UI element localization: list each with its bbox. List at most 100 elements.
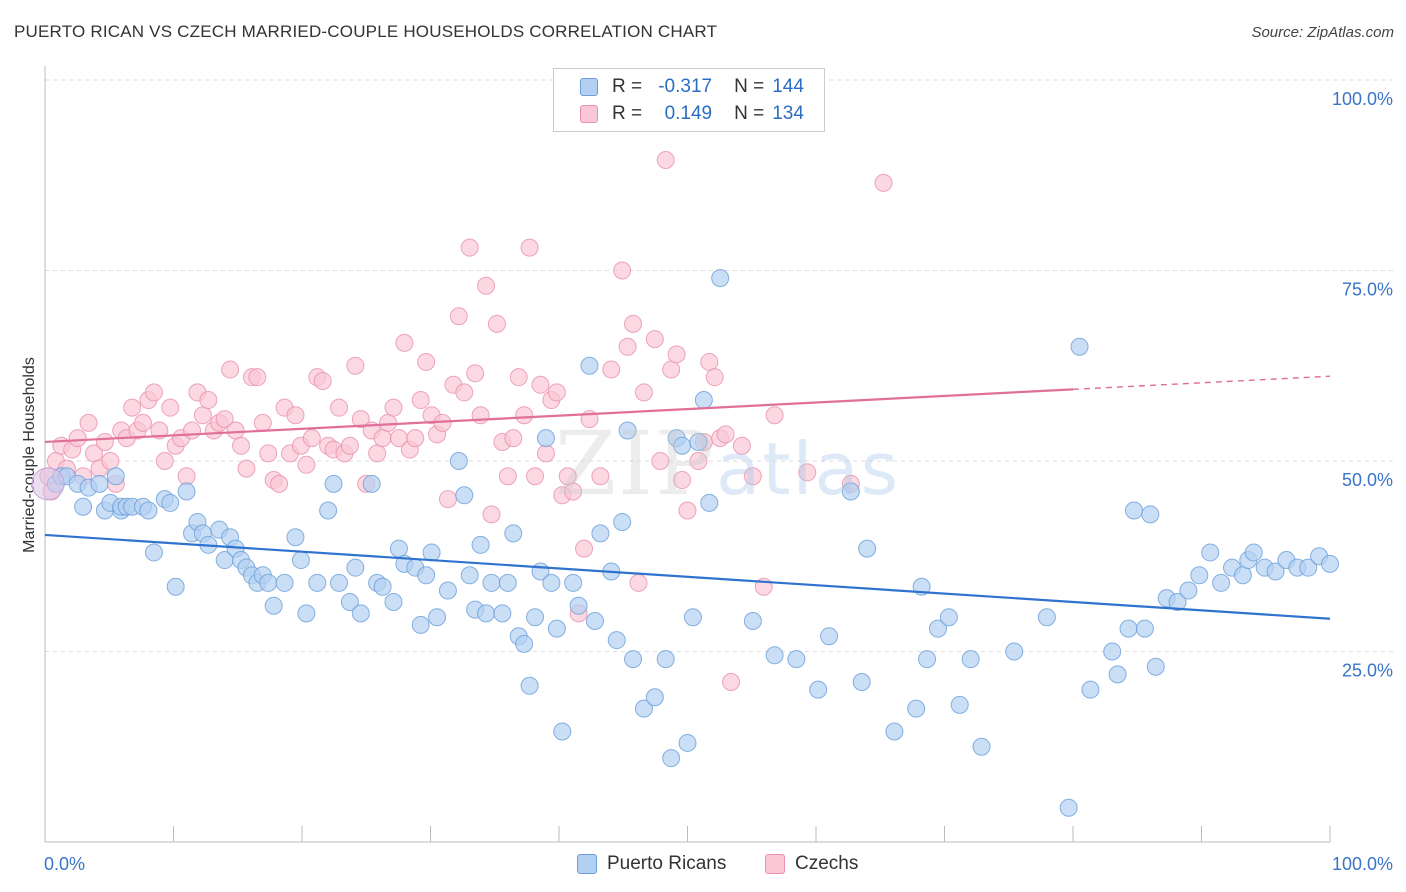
puerto-rican-point — [520, 676, 539, 695]
chart-title: PUERTO RICAN VS CZECH MARRIED-COUPLE HOU… — [14, 22, 718, 41]
puerto-rican-point — [166, 577, 185, 596]
czech-point — [68, 429, 87, 448]
czech-point — [656, 151, 675, 170]
czech-point — [455, 383, 474, 402]
puerto-rican-point — [547, 619, 566, 638]
puerto-rican-point — [1201, 543, 1220, 562]
czech-point — [373, 429, 392, 448]
puerto-rican-point — [1244, 543, 1263, 562]
czech-point — [482, 505, 501, 524]
puerto-rican-point — [1037, 608, 1056, 627]
puerto-rican-point — [1179, 581, 1198, 600]
puerto-ricans-swatch — [580, 78, 598, 96]
puerto-rican-point — [275, 573, 294, 592]
czech-point — [487, 314, 506, 333]
puerto-rican-point — [477, 604, 496, 623]
legend-item-puerto-ricans[interactable]: Puerto Ricans — [577, 852, 726, 876]
puerto-rican-point — [743, 612, 762, 631]
puerto-rican-point — [928, 619, 947, 638]
puerto-rican-point — [498, 573, 517, 592]
puerto-rican-point — [613, 512, 632, 531]
czech-point — [177, 467, 196, 486]
puerto-rican-point — [308, 573, 327, 592]
puerto-rican-point — [678, 733, 697, 752]
czech-point — [591, 467, 610, 486]
puerto-rican-point — [972, 737, 991, 756]
legend-item-czechs[interactable]: Czechs — [765, 852, 858, 876]
czech-point — [134, 413, 153, 432]
puerto-rican-point — [858, 539, 877, 558]
puerto-rican-point — [961, 650, 980, 669]
puerto-rican-point — [683, 608, 702, 627]
czech-point — [678, 501, 697, 520]
puerto-rican-point — [144, 543, 163, 562]
puerto-rican-point — [1059, 798, 1078, 817]
czech-point — [531, 375, 550, 394]
puerto-rican-point — [787, 650, 806, 669]
puerto-rican-point — [324, 474, 343, 493]
czech-point — [417, 352, 436, 371]
czechs-swatch — [580, 105, 598, 123]
puerto-rican-point — [1108, 665, 1127, 684]
czech-point — [662, 360, 681, 379]
puerto-rican-point — [656, 650, 675, 669]
puerto-rican-point — [384, 592, 403, 611]
n-label: N = — [734, 103, 765, 124]
overlap-point — [31, 467, 65, 501]
czech-point — [743, 467, 762, 486]
puerto-rican-point — [177, 482, 196, 501]
czech-point — [221, 360, 240, 379]
puerto-rican-point — [841, 482, 860, 501]
puerto-ricans-trendline — [44, 533, 1331, 620]
czech-point — [351, 410, 370, 429]
czechs-trendline-extension — [1072, 375, 1331, 391]
puerto-rican-point — [340, 592, 359, 611]
puerto-rican-point — [259, 573, 278, 592]
czech-point — [504, 429, 523, 448]
puerto-rican-point — [1124, 501, 1143, 520]
czech-point — [765, 406, 784, 425]
puerto-rican-point — [373, 577, 392, 596]
czech-point — [575, 539, 594, 558]
puerto-rican-point — [607, 631, 626, 650]
puerto-rican-point — [907, 699, 926, 718]
n-value: 144 — [772, 76, 804, 97]
puerto-rican-point — [624, 650, 643, 669]
puerto-rican-point — [504, 524, 523, 543]
watermark: ZIPatlas — [555, 412, 900, 515]
czech-point — [302, 429, 321, 448]
czech-point — [602, 360, 621, 379]
puerto-rican-point — [106, 467, 125, 486]
czech-point — [618, 337, 637, 356]
puerto-rican-point — [460, 566, 479, 585]
czech-point — [150, 421, 169, 440]
r-value: -0.317 — [658, 76, 713, 97]
puerto-rican-point — [411, 615, 430, 634]
chart-source: Source: ZipAtlas.com — [1251, 24, 1394, 41]
czech-point — [449, 307, 468, 326]
stats-row-czechs: R = 0.149 N = 134 — [554, 101, 804, 127]
puerto-rican-point — [553, 722, 572, 741]
puerto-rican-point — [1266, 562, 1285, 581]
y-tick-label: 25.0% — [1342, 661, 1393, 681]
czech-point — [515, 406, 534, 425]
czech-point — [460, 238, 479, 257]
czech-point — [466, 364, 485, 383]
puerto-rican-point — [765, 646, 784, 665]
watermark-atlas: atlas — [716, 427, 901, 511]
czech-point — [732, 436, 751, 455]
czech-point — [368, 444, 387, 463]
puerto-rican-point — [1103, 642, 1122, 661]
puerto-rican-point — [1119, 619, 1138, 638]
puerto-rican-point — [319, 501, 338, 520]
czech-point — [477, 276, 496, 295]
puerto-rican-point — [662, 749, 681, 768]
czech-point — [395, 333, 414, 352]
czech-point — [237, 459, 256, 478]
czech-point — [226, 421, 245, 440]
czech-point — [95, 432, 114, 451]
puerto-rican-point — [286, 528, 305, 547]
puerto-rican-point — [1146, 657, 1165, 676]
czech-point — [526, 467, 545, 486]
puerto-rican-point — [291, 551, 310, 570]
